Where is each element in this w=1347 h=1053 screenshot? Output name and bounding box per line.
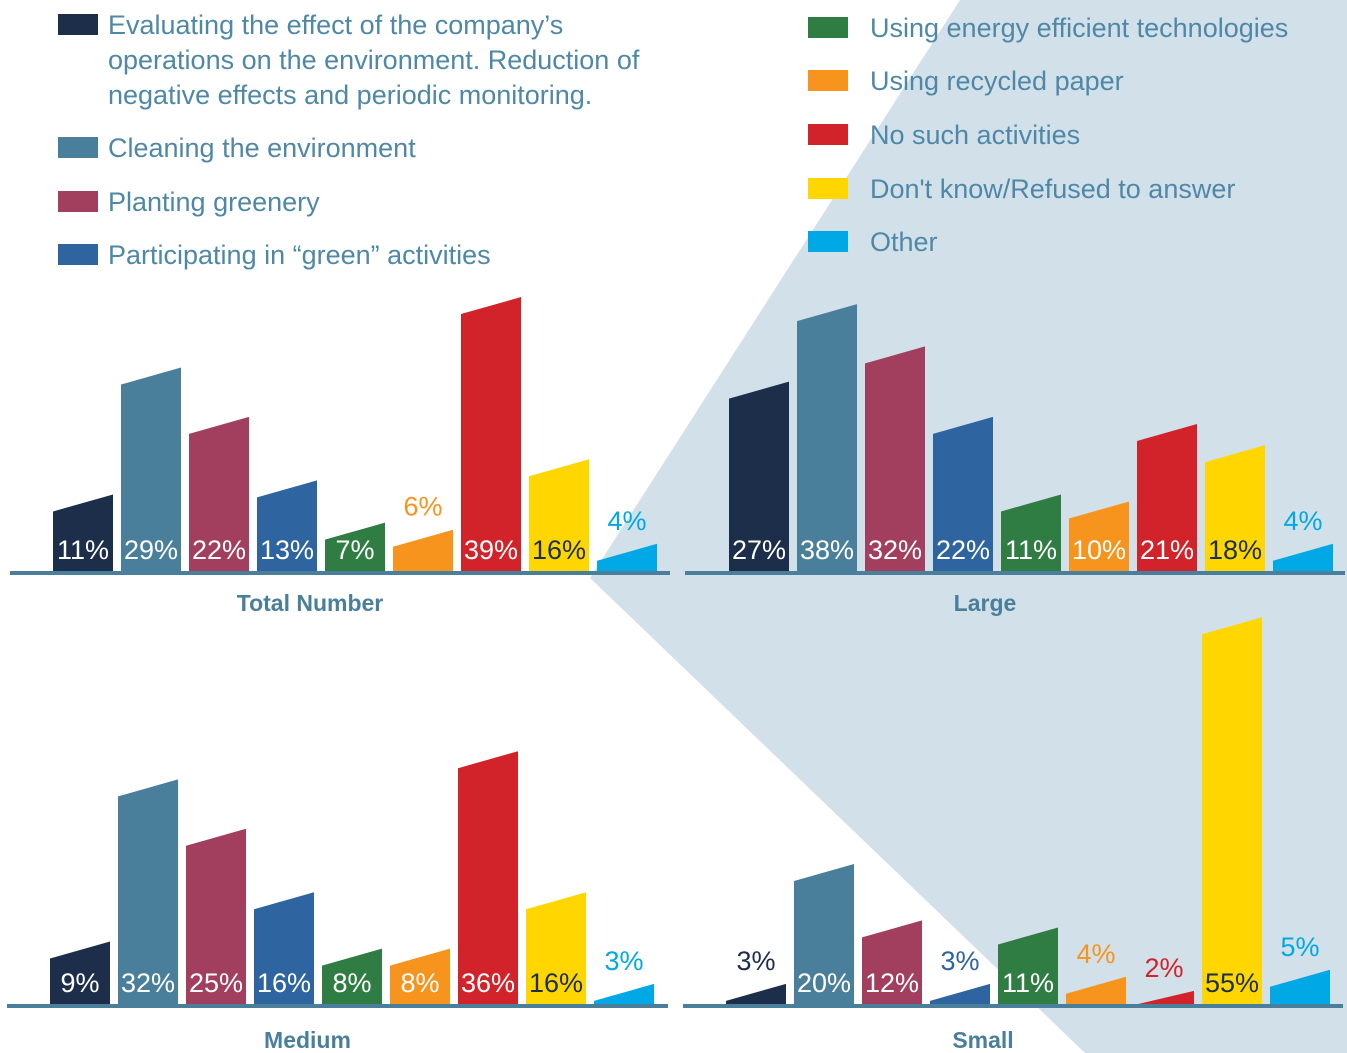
bar — [121, 367, 181, 572]
bar — [797, 304, 857, 572]
value-label: 39% — [464, 535, 518, 565]
value-label: 4% — [1283, 506, 1322, 536]
value-label: 21% — [1140, 535, 1194, 565]
value-label: 22% — [192, 535, 246, 565]
value-label: 3% — [604, 946, 643, 976]
bar — [1137, 423, 1197, 572]
bar — [794, 864, 854, 1005]
legend-swatch — [808, 178, 848, 199]
legend-swatch — [808, 231, 848, 252]
legend-label: No such activities — [870, 120, 1081, 150]
bar — [597, 543, 657, 572]
legend-label: Cleaning the environment — [108, 133, 416, 163]
bar — [53, 494, 113, 572]
bar — [189, 416, 249, 572]
legend-label: Using recycled paper — [870, 66, 1124, 96]
bar — [930, 983, 990, 1005]
legend-swatch — [808, 124, 848, 145]
bar — [322, 948, 382, 1005]
value-label: 55% — [1205, 968, 1259, 998]
bar — [461, 297, 521, 572]
chart-title: Medium — [264, 1027, 351, 1053]
value-label: 20% — [797, 968, 851, 998]
bar — [118, 779, 178, 1005]
bar — [729, 381, 789, 572]
bar — [1066, 976, 1126, 1005]
bar — [998, 927, 1058, 1005]
legend-swatch — [58, 137, 98, 158]
value-label: 10% — [1072, 535, 1126, 565]
bar — [257, 480, 317, 572]
bar — [594, 983, 654, 1005]
value-label: 16% — [532, 535, 586, 565]
bar — [933, 416, 993, 572]
bar — [50, 941, 110, 1005]
bar — [1270, 969, 1330, 1005]
bar — [1134, 990, 1194, 1005]
value-label: 38% — [800, 535, 854, 565]
legend-label: Don't know/Refused to answer — [870, 174, 1236, 204]
bar — [458, 751, 518, 1005]
value-label: 27% — [732, 535, 786, 565]
chart-title: Large — [954, 590, 1017, 616]
legend-label: Planting greenery — [108, 187, 320, 217]
value-label: 13% — [260, 535, 314, 565]
value-label: 4% — [1076, 939, 1115, 969]
legend-swatch — [58, 191, 98, 212]
bar — [1273, 543, 1333, 572]
value-label: 22% — [936, 535, 990, 565]
bar — [726, 983, 786, 1005]
bar — [1205, 445, 1265, 572]
value-label: 25% — [189, 968, 243, 998]
value-label: 12% — [865, 968, 919, 998]
legend-label: Using energy efficient technologies — [870, 13, 1289, 43]
bar — [390, 948, 450, 1005]
value-label: 11% — [1005, 535, 1057, 565]
bar — [1069, 501, 1129, 572]
legend-label: Evaluating the effect of the company’s o… — [108, 10, 640, 110]
value-label: 8% — [400, 968, 439, 998]
chart-title: Total Number — [237, 590, 384, 616]
value-label: 16% — [529, 968, 583, 998]
bar — [393, 529, 453, 572]
bar — [254, 892, 314, 1005]
value-label: 5% — [1280, 932, 1319, 962]
value-label: 11% — [57, 535, 109, 565]
bar — [325, 522, 385, 572]
value-label: 36% — [461, 968, 515, 998]
bar — [1202, 617, 1262, 1005]
legend-swatch — [808, 17, 848, 38]
value-label: 11% — [1002, 968, 1054, 998]
bar — [526, 892, 586, 1005]
value-label: 8% — [332, 968, 371, 998]
value-label: 16% — [257, 968, 311, 998]
value-label: 32% — [868, 535, 922, 565]
value-label: 7% — [335, 535, 374, 565]
legend-label: Other — [870, 227, 938, 257]
chart-title: Small — [952, 1027, 1013, 1053]
value-label: 2% — [1144, 953, 1183, 983]
bar — [862, 920, 922, 1005]
bar — [1001, 494, 1061, 572]
value-label: 3% — [940, 946, 979, 976]
legend-label: Participating in “green” activities — [108, 240, 491, 270]
value-label: 3% — [736, 946, 775, 976]
value-label: 9% — [60, 968, 99, 998]
bar — [865, 346, 925, 572]
value-label: 32% — [121, 968, 175, 998]
legend-swatch — [58, 14, 98, 35]
value-label: 4% — [607, 506, 646, 536]
legend-swatch — [808, 70, 848, 91]
value-label: 29% — [124, 535, 178, 565]
bar — [186, 828, 246, 1005]
value-label: 18% — [1208, 535, 1262, 565]
bar — [529, 459, 589, 572]
value-label: 6% — [403, 492, 442, 522]
legend-swatch — [58, 244, 98, 265]
